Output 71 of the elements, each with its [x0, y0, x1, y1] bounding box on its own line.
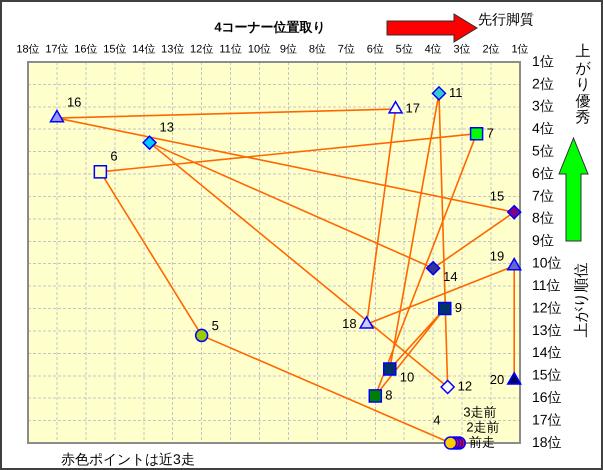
annotation: 13 [160, 119, 174, 134]
x-tick-label: 10位 [248, 43, 272, 56]
x-tick-label: 9位 [280, 43, 298, 56]
point [142, 135, 157, 150]
y-tick-label: 4位 [532, 120, 554, 136]
annotation: 前走 [469, 434, 496, 450]
y-tick-label: 11位 [532, 276, 561, 293]
x-tick-label: 6位 [366, 43, 384, 56]
x-tick-label: 15位 [103, 43, 126, 56]
y-tick-label: 16位 [532, 389, 562, 406]
annotation: 4 [433, 412, 441, 428]
y-tick-label: 8位 [532, 210, 554, 226]
annotation: 6 [110, 148, 118, 164]
text: 赤色ポイントは近3走 [61, 450, 195, 467]
y-tick-label: 2位 [532, 75, 554, 92]
point [438, 302, 452, 316]
x-tick-label: 5位 [396, 43, 413, 56]
x-tick-label: 16位 [74, 43, 98, 56]
annotation: 11 [448, 84, 462, 100]
y-tick-label: 13位 [532, 322, 562, 338]
y-tick-label: 14位 [532, 344, 562, 360]
annotation: 12 [458, 378, 472, 394]
x-tick-label: 14位 [132, 43, 156, 56]
x-tick-label: 13位 [161, 43, 184, 56]
point [444, 436, 458, 450]
annotation: 8 [385, 388, 393, 403]
annotation: 15 [490, 188, 504, 204]
point [432, 86, 446, 101]
annotation: 3走前 [463, 404, 497, 420]
y-tick-label: 10位 [532, 254, 562, 271]
x-tick-label: 12位 [190, 43, 214, 56]
x-tick-label: 18位 [16, 43, 40, 56]
y-tick-label: 6位 [532, 164, 554, 181]
y-tick-label: 3位 [532, 98, 554, 114]
point [440, 380, 455, 394]
y-axis-title: 上がり順位 [573, 262, 590, 338]
x-tick-label: 11位 [219, 43, 242, 56]
point [426, 260, 440, 276]
y-tick-label: 9位 [532, 232, 554, 248]
x-tick-label: 8位 [308, 43, 326, 56]
annotation: 16 [66, 94, 82, 110]
annotation: 19 [490, 248, 504, 264]
x-axis-title: 4コーナー位置取り [214, 20, 326, 35]
x-tick-label: 17位 [45, 43, 69, 56]
annotation: 18 [342, 316, 357, 331]
annotation: 9 [454, 300, 462, 316]
y-tick-label: 7位 [532, 187, 554, 204]
annotation: 20 [490, 372, 504, 387]
point [194, 328, 208, 342]
y-tick-label: 12位 [532, 299, 562, 316]
text: 上がり優秀 [575, 43, 591, 126]
annotation: 7 [486, 125, 494, 140]
x-tick-label: 7位 [338, 43, 355, 56]
point [94, 165, 108, 179]
text: 先行脚質 [478, 10, 534, 27]
point [506, 204, 522, 220]
y-tick-label: 5位 [532, 142, 554, 159]
x-tick-label: 1位 [511, 43, 529, 56]
x-tick-label: 2位 [482, 43, 500, 56]
point [368, 389, 382, 403]
x-tick-label: 3位 [454, 43, 471, 56]
x-tick-label: 4位 [424, 43, 442, 56]
annotation: 5 [212, 318, 219, 333]
annotation: 10 [400, 370, 414, 385]
y-tick-label: 18位 [532, 434, 562, 450]
y-tick-label: 15位 [532, 366, 562, 383]
point [383, 362, 397, 376]
y-tick-label: 17位 [532, 411, 562, 428]
annotation: 17 [406, 100, 420, 116]
point [470, 126, 484, 140]
annotation: 2走前 [466, 420, 500, 435]
